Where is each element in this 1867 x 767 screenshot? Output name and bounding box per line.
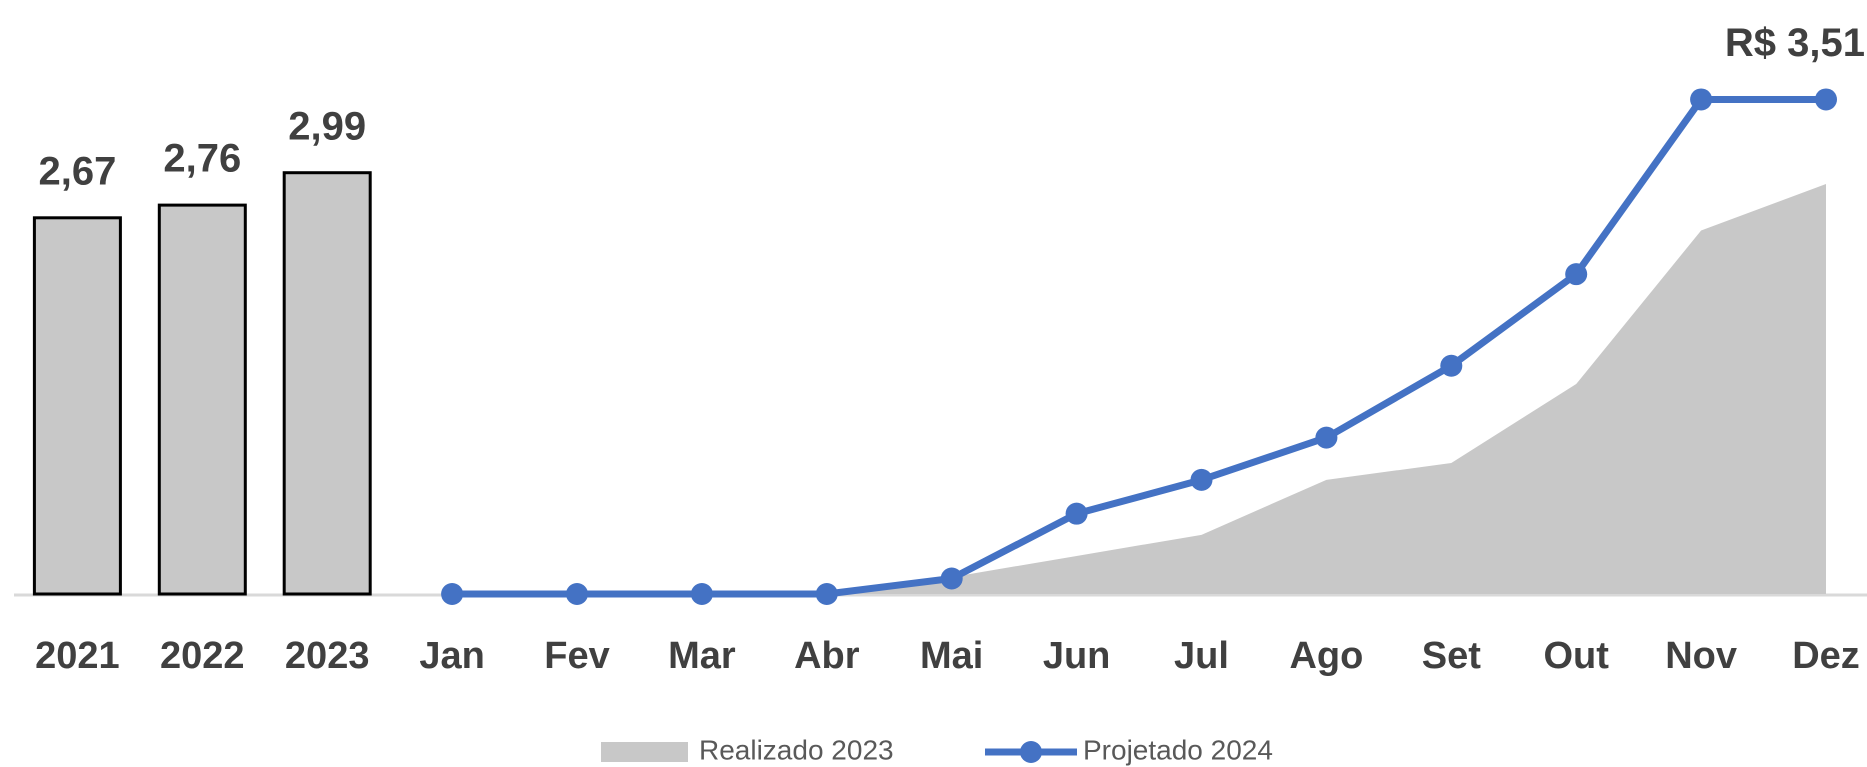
x-tick-label: Mar [668,635,736,677]
legend-label: Projetado 2024 [1083,734,1273,765]
marker [815,583,838,605]
data-label: R$ 3,51 [1725,21,1865,65]
bar [157,203,247,596]
x-tick-label: Mai [920,635,983,677]
x-tick-label: Abr [794,635,860,677]
line [452,95,1826,598]
data-label: 2,67 [38,149,116,193]
marker [940,567,963,590]
area [452,183,1827,594]
marker [1815,88,1837,111]
legend-marker [1020,741,1042,763]
x-tick-label: Dez [1792,635,1860,677]
data-label: 2,76 [163,137,241,181]
marker [1315,426,1338,449]
x-tick-label: Set [1422,635,1481,677]
legend-swatch [601,742,688,762]
x-tick-label: 2023 [285,635,370,677]
marker [1190,468,1213,491]
x-tick-label: Jul [1174,635,1229,677]
marker [1440,354,1463,377]
marker [1565,263,1588,286]
x-tick-label: Jan [419,635,484,677]
x-tick-label: Nov [1665,635,1737,677]
marker [690,583,713,605]
marker [1065,502,1088,525]
x-tick-label: 2022 [160,635,245,677]
marker [441,583,464,605]
bar [32,216,122,596]
marker [1690,88,1713,111]
x-tick-label: Jun [1043,635,1111,677]
legend-label: Realizado 2023 [699,734,894,765]
bar [282,171,372,596]
x-tick-label: Out [1543,635,1609,677]
x-tick-label: 2021 [35,635,120,677]
x-tick-label: Fev [544,635,609,677]
data-label: 2,99 [288,104,366,148]
x-tick-label: Ago [1289,635,1363,677]
marker [566,583,588,605]
